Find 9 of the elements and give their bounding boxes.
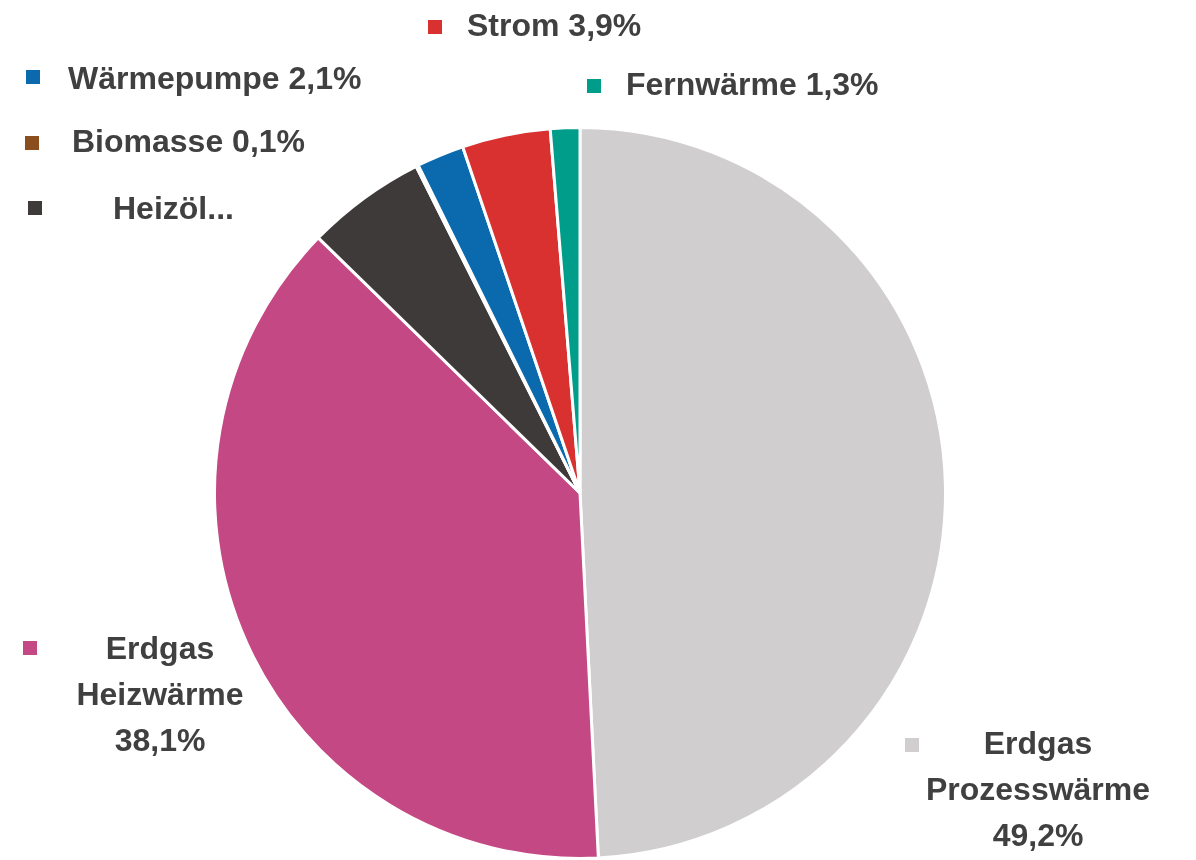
- legend-label: Heizöl...: [113, 189, 234, 226]
- legend-label: Erdgas Prozesswärme: [925, 724, 1151, 807]
- data-label: 49,2%: [992, 816, 1084, 853]
- legend-label: Biomasse 0,1%: [72, 122, 306, 159]
- legend-label: Strom 3,9%: [467, 6, 642, 43]
- legend-label: Erdgas Heizwärme: [76, 629, 244, 712]
- legend-label: Wärmepumpe 2,1%: [68, 59, 362, 96]
- data-label: 38,1%: [114, 721, 206, 758]
- legend-label: Fernwärme 1,3%: [626, 65, 879, 102]
